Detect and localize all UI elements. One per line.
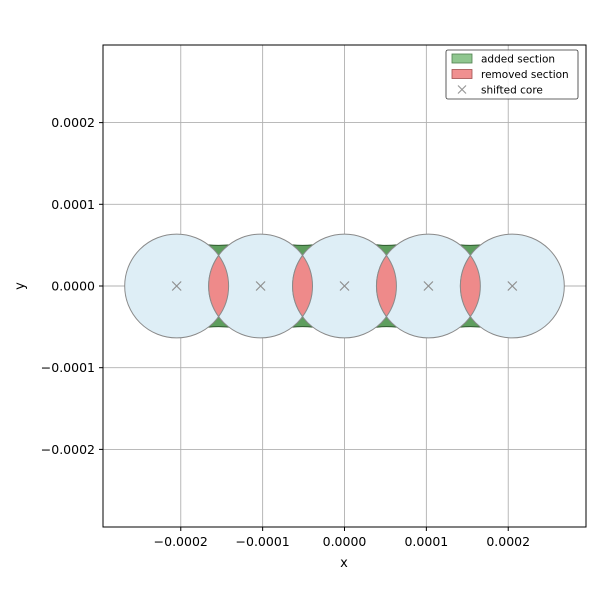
- x-tick-label: 0.0002: [486, 534, 530, 549]
- x-tick-label: −0.0002: [154, 534, 208, 549]
- y-tick-label: 0.0001: [51, 197, 95, 212]
- removed-section: [459, 254, 481, 318]
- legend-marker: [457, 85, 467, 94]
- x-tick-label: 0.0001: [404, 534, 448, 549]
- y-ticks: −0.0002 −0.0001 0.0000 0.0001 0.0002: [41, 115, 103, 457]
- legend-label: removed section: [481, 69, 569, 81]
- shifted-core-marker: [507, 281, 518, 291]
- legend-swatch: [451, 53, 473, 64]
- shifted-core-marker: [255, 281, 266, 291]
- legend-item-core: shifted core: [457, 85, 543, 97]
- legend-swatch: [451, 69, 473, 79]
- shifted-core-marker: [423, 281, 434, 291]
- removed-section: [376, 254, 397, 318]
- removed-section: [208, 254, 230, 318]
- legend-label: added section: [481, 54, 555, 66]
- y-tick-label: −0.0002: [41, 442, 95, 457]
- shifted-core-marker: [171, 281, 182, 291]
- removed-section: [292, 254, 313, 318]
- y-axis-label: y: [13, 282, 28, 290]
- legend-box: [445, 49, 579, 100]
- legend: added section removed section shifted core: [445, 49, 579, 100]
- legend-item-removed: removed section: [451, 69, 569, 81]
- y-tick-label: −0.0001: [41, 360, 95, 375]
- y-tick-label: 0.0002: [51, 115, 95, 130]
- shifted-core-marker: [339, 281, 350, 291]
- removed-sections: [208, 254, 481, 318]
- core-markers: [171, 281, 518, 291]
- x-axis-label: x: [340, 556, 348, 571]
- x-tick-label: −0.0001: [236, 534, 290, 549]
- y-tick-label: 0.0000: [51, 279, 95, 294]
- x-ticks: −0.0002 −0.0001 0.0000 0.0001 0.0002: [154, 527, 530, 549]
- x-tick-label: 0.0000: [323, 534, 367, 549]
- legend-label: shifted core: [481, 85, 543, 97]
- legend-item-added: added section: [451, 53, 555, 66]
